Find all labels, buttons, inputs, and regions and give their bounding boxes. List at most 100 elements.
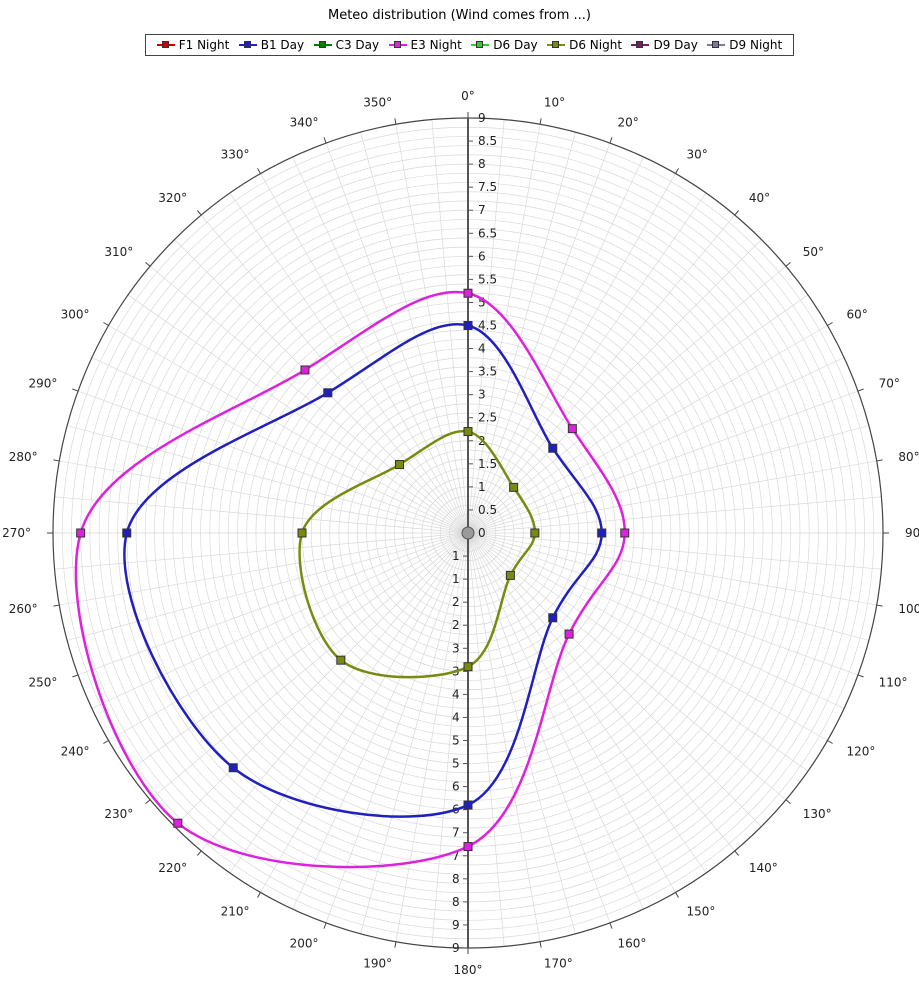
angle-tick: [103, 322, 109, 326]
legend-item[interactable]: F1 Night: [156, 38, 230, 52]
radial-tick-label: 7: [478, 203, 486, 217]
legend-item[interactable]: D6 Day: [471, 38, 538, 52]
data-point: [76, 528, 86, 538]
angle-label: 80°: [898, 450, 919, 464]
angle-tick: [609, 137, 613, 144]
angle-label: 250°: [28, 675, 57, 689]
legend-label: B1 Day: [260, 38, 305, 52]
grid-spoke: [467, 124, 541, 534]
radial-tick-label: 0: [478, 526, 486, 540]
radial-tick-label: 1: [452, 549, 460, 563]
grid-spoke: [395, 532, 469, 942]
legend-item[interactable]: D9 Day: [631, 38, 698, 52]
angle-label: 200°: [290, 937, 319, 951]
angle-label: 300°: [61, 308, 90, 322]
angle-label: 50°: [803, 245, 824, 259]
grid-spoke: [467, 357, 845, 534]
angle-tick: [197, 210, 202, 216]
grid-spoke: [467, 532, 882, 570]
grid-spoke: [467, 532, 762, 827]
radial-tick-label: 4.5: [478, 319, 497, 333]
angle-tick: [609, 922, 613, 929]
legend-label: F1 Night: [178, 38, 230, 52]
legend-label: D9 Night: [729, 38, 783, 52]
legend-item[interactable]: D6 Night: [547, 38, 622, 52]
data-point: [548, 443, 558, 453]
legend-swatch-icon: [471, 39, 490, 51]
grid-spoke: [431, 532, 469, 947]
radial-tick-label: 3: [452, 641, 460, 655]
radial-tick-label: 6: [478, 249, 486, 263]
data-point: [463, 800, 473, 810]
angle-tick: [323, 922, 327, 929]
angle-label: 20°: [617, 115, 638, 129]
legend-swatch-icon: [707, 39, 726, 51]
legend-item[interactable]: C3 Day: [313, 38, 380, 52]
grid-spoke: [325, 142, 469, 534]
series-line: [123, 323, 603, 818]
grid-spoke: [467, 532, 676, 893]
radial-tick-label: 2: [452, 618, 460, 632]
grid-spoke: [467, 265, 787, 534]
grid-spoke: [260, 173, 469, 534]
legend-label: C3 Day: [335, 38, 380, 52]
grid-spoke: [77, 532, 469, 676]
radial-tick-label: 6.5: [478, 226, 497, 240]
angle-label: 260°: [9, 602, 38, 616]
grid-spoke: [467, 173, 676, 534]
angle-label: 240°: [61, 745, 90, 759]
grid-spoke: [229, 532, 469, 874]
radial-tick-label: 4: [452, 687, 460, 701]
angle-label: 70°: [879, 377, 900, 391]
grid-spoke: [292, 156, 469, 534]
grid-spoke: [292, 532, 469, 910]
angle-label: 270°: [2, 526, 31, 540]
data-point: [463, 427, 473, 437]
radial-tick-label: 5: [452, 734, 460, 748]
legend-item[interactable]: E3 Night: [388, 38, 462, 52]
angle-tick: [145, 262, 151, 267]
data-point: [620, 528, 630, 538]
legend-swatch-icon: [388, 39, 407, 51]
grid-spoke: [467, 532, 736, 852]
radial-tick-label: 7: [452, 849, 460, 863]
radial-tick-label: 8: [452, 872, 460, 886]
series-line: [298, 429, 537, 679]
angle-label: 120°: [846, 745, 875, 759]
data-point: [463, 842, 473, 852]
data-point: [597, 528, 607, 538]
grid-spoke: [108, 532, 469, 741]
grid-spoke: [91, 357, 469, 534]
grid-spoke: [467, 532, 859, 676]
angle-label: 40°: [749, 191, 770, 205]
grid-spoke: [467, 425, 869, 534]
angle-label: 10°: [544, 96, 565, 110]
angle-tick: [394, 118, 397, 125]
angle-tick: [876, 604, 883, 607]
data-point: [297, 528, 307, 538]
legend-item[interactable]: D9 Night: [707, 38, 782, 52]
legend-label: D6 Night: [569, 38, 623, 52]
legend-swatch-icon: [156, 39, 175, 51]
grid-spoke: [149, 265, 469, 534]
angle-tick: [539, 941, 542, 948]
grid-spoke: [200, 532, 469, 852]
grid-spoke: [149, 532, 469, 801]
grid-spoke: [174, 532, 469, 827]
angle-label: 180°: [454, 963, 483, 977]
grid-spoke: [467, 156, 644, 534]
data-point: [228, 763, 238, 773]
grid-spoke: [467, 532, 877, 606]
angle-label: 230°: [104, 807, 133, 821]
grid-spoke: [325, 532, 469, 924]
legend-label: E3 Night: [410, 38, 462, 52]
grid-spoke: [59, 532, 469, 606]
legend-item[interactable]: B1 Day: [238, 38, 305, 52]
data-point: [505, 570, 515, 580]
grid-spoke: [360, 132, 469, 534]
angle-tick: [323, 137, 327, 144]
radial-tick-label: 1: [452, 572, 460, 586]
legend: F1 Night B1 Day C3 Day E3 Night D6 Day D6 Nig…: [145, 34, 794, 56]
legend-label: D6 Day: [493, 38, 538, 52]
